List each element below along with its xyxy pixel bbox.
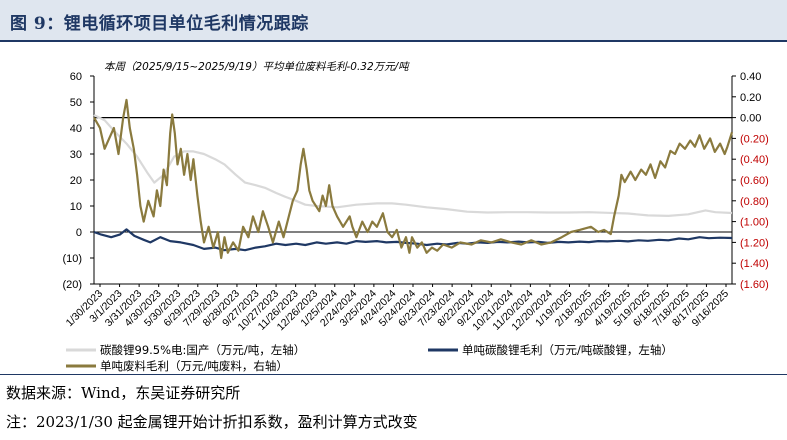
data-source: 数据来源：Wind，东吴证券研究所 — [6, 384, 241, 402]
legend-lithium-carbonate-price-label: 碳酸锂99.5%电:国产（万元/吨，左轴） — [100, 343, 305, 357]
footer-rule — [0, 374, 787, 375]
right-axis-tick-label: (1.60) — [740, 279, 769, 291]
legend-waste-margin-label: 单吨废料毛利（万元/吨废料，右轴） — [100, 359, 288, 373]
title-bar: 图 9：锂电循环项目单位毛利情况跟踪 — [0, 0, 787, 40]
right-axis-tick-label: 0.00 — [740, 113, 761, 125]
right-axis-tick-label: (0.20) — [740, 133, 769, 145]
title-rule — [0, 40, 787, 42]
chart-annotation: 本周（2025/9/15~2025/9/19）平均单位废料毛利-0.32万元/吨 — [104, 61, 410, 73]
legend-lithium-carbonate-margin-label: 单吨碳酸锂毛利（万元/吨碳酸锂，左轴） — [462, 343, 673, 357]
right-axis-tick-label: (1.40) — [740, 258, 769, 270]
right-axis-tick-label: (0.60) — [740, 175, 769, 187]
left-axis-tick-label: 50 — [70, 97, 82, 109]
right-axis-tick-label: 0.40 — [740, 71, 761, 83]
series-waste-margin-line — [93, 98, 734, 260]
left-axis-tick-label: 0 — [76, 227, 82, 239]
figure-title: 图 9：锂电循环项目单位毛利情况跟踪 — [10, 14, 309, 34]
left-axis-tick-label: 30 — [70, 149, 82, 161]
right-axis-tick-label: (1.20) — [740, 237, 769, 249]
series-lithium-carbonate-margin-line — [93, 228, 733, 252]
left-axis-tick-label: (20) — [62, 279, 82, 291]
left-axis-tick-label: 40 — [70, 123, 82, 135]
left-axis-tick-label: 10 — [70, 201, 82, 213]
left-axis-tick-label: 20 — [70, 175, 82, 187]
right-axis-tick-label: (1.00) — [740, 217, 769, 229]
right-axis-tick-label: 0.20 — [740, 92, 761, 104]
chart: 60 50 40 30 20 10 0 (10) (20) 0.40 0.20 0.00 (0.20) (… — [62, 61, 769, 373]
right-axis-tick-label: (0.80) — [740, 196, 769, 208]
footnote: 注：2023/1/30 起金属锂开始计折扣系数，盈利计算方式改变 — [6, 413, 418, 431]
left-axis-tick-label: 60 — [70, 71, 82, 83]
left-axis-tick-label: (10) — [62, 253, 82, 265]
right-axis-tick-label: (0.40) — [740, 154, 769, 166]
